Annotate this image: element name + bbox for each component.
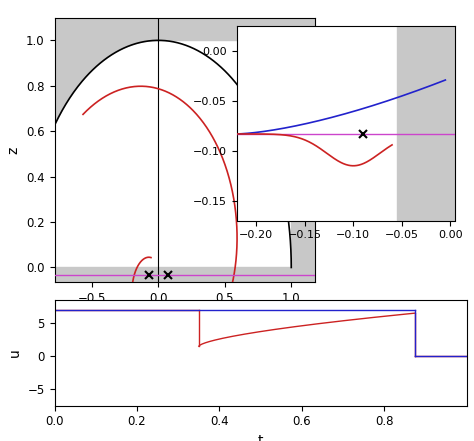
Polygon shape bbox=[25, 41, 158, 268]
X-axis label: t: t bbox=[258, 434, 264, 441]
Y-axis label: u: u bbox=[8, 348, 22, 357]
Y-axis label: z: z bbox=[7, 146, 20, 153]
X-axis label: y: y bbox=[181, 310, 189, 325]
